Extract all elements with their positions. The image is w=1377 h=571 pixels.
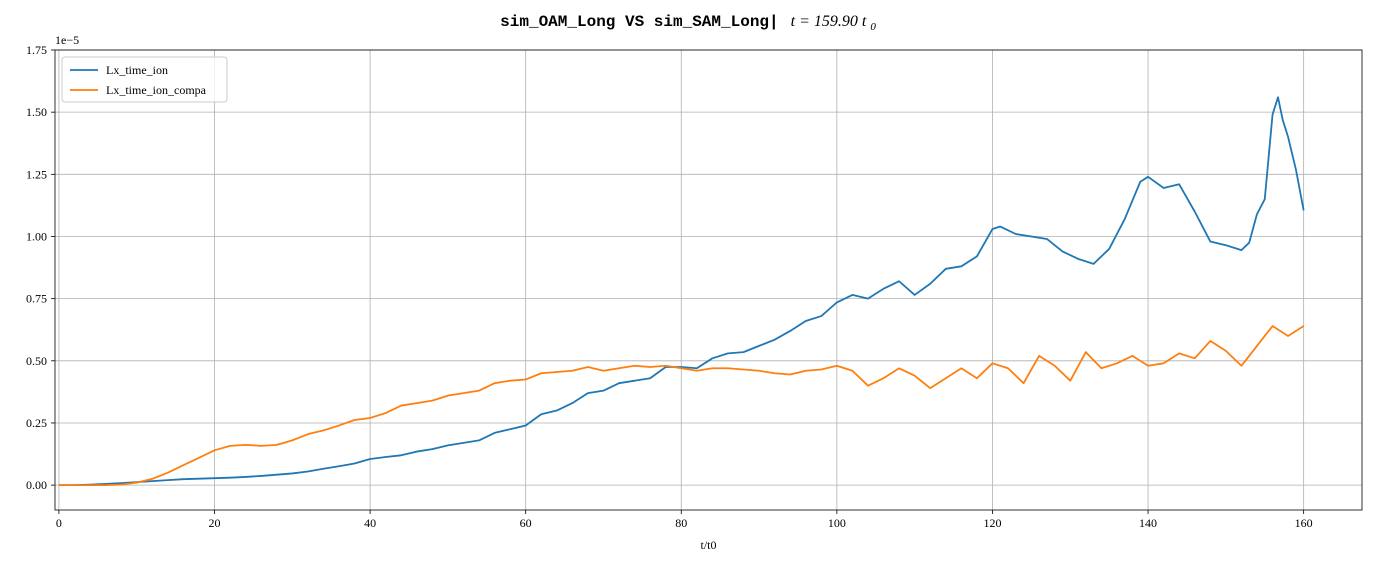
x-tick-label: 80	[675, 516, 687, 530]
y-tick-label: 0.75	[26, 292, 47, 306]
y-tick-label: 0.00	[26, 478, 47, 492]
x-tick-label: 0	[56, 516, 62, 530]
axis-ticks: 0 20 40 60 80 100 120 140 160 0.00 0.25 0.50 0.75 1.0…	[26, 43, 1313, 530]
grid	[55, 49, 1362, 510]
y-tick-label: 1.50	[26, 105, 47, 119]
legend-label: Lx_time_ion	[106, 63, 168, 77]
x-tick-label: 100	[828, 516, 846, 530]
chart-title-code: sim_OAM_Long VS sim_SAM_Long|	[500, 13, 778, 31]
x-tick-label: 20	[208, 516, 220, 530]
chart-title-subscript: 0	[870, 21, 876, 33]
y-tick-label: 1.25	[26, 167, 47, 181]
series-line-2	[58, 325, 1305, 487]
series-line-1	[58, 96, 1305, 487]
legend: Lx_time_ion Lx_time_ion_compa	[61, 56, 228, 103]
x-tick-label: 40	[364, 516, 376, 530]
legend-box	[61, 56, 228, 103]
plot-area-frame	[54, 49, 1363, 511]
x-tick-label: 160	[1295, 516, 1313, 530]
y-tick-label: 0.50	[26, 354, 47, 368]
y-axis-offset-label: 1e−5	[55, 33, 79, 47]
y-tick-label: 1.75	[26, 43, 47, 57]
y-tick-label: 1.00	[26, 229, 47, 243]
x-axis-label: t/t0	[700, 538, 716, 552]
x-tick-label: 140	[1139, 516, 1157, 530]
chart-title: sim_OAM_Long VS sim_SAM_Long| t = 159.90…	[500, 13, 876, 33]
chart-title-math: t = 159.90 t	[791, 13, 867, 30]
series-layer	[58, 96, 1305, 487]
x-tick-label: 60	[520, 516, 532, 530]
x-tick-label: 120	[983, 516, 1001, 530]
y-tick-label: 0.25	[26, 416, 47, 430]
legend-label: Lx_time_ion_compa	[106, 83, 207, 97]
